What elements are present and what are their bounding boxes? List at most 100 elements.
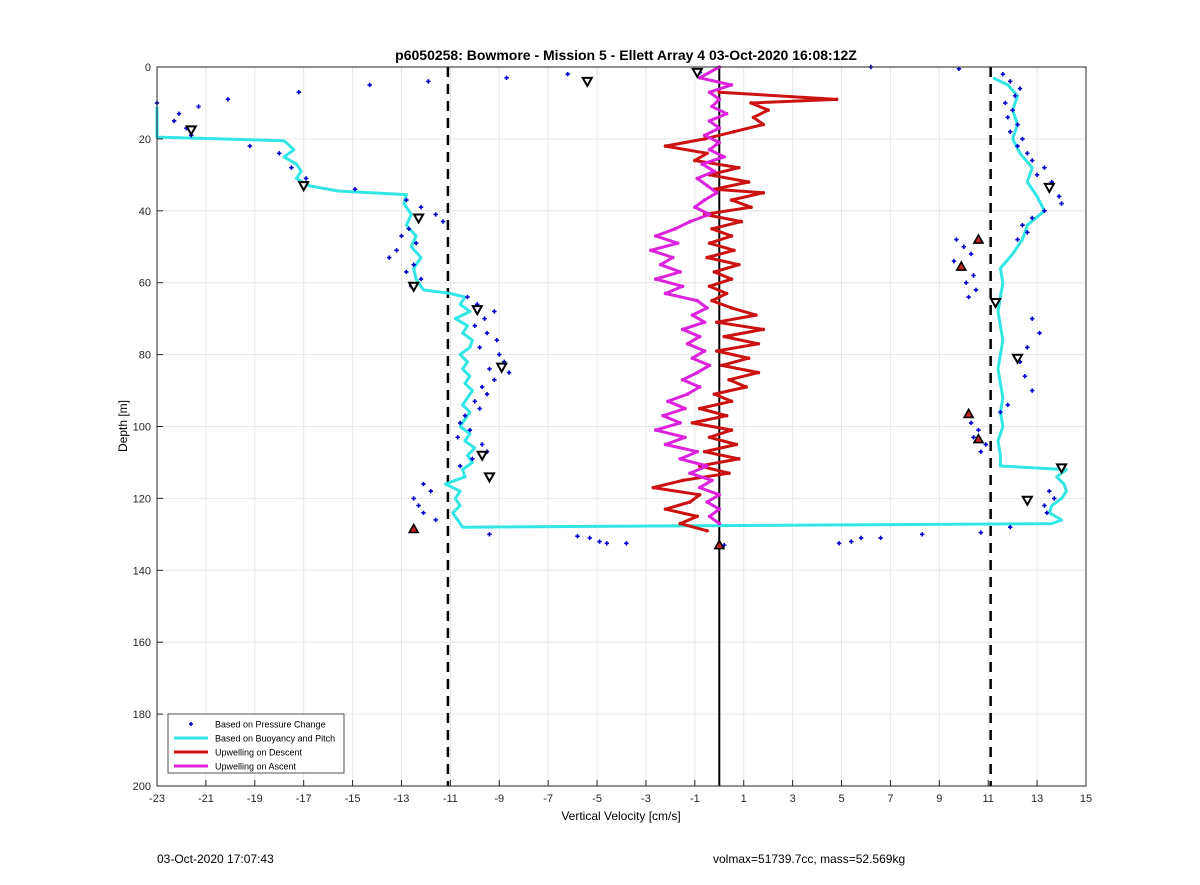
pressure-change-point <box>978 530 984 535</box>
pressure-change-point <box>998 409 1003 415</box>
series-vertex <box>663 442 668 447</box>
pressure-change-point <box>976 427 981 433</box>
series-vertex <box>663 144 668 148</box>
series-vertex <box>715 191 719 195</box>
pressure-change-point <box>1003 100 1008 106</box>
y-tick-label: 200 <box>133 781 151 793</box>
series-vertex <box>749 101 753 105</box>
pressure-change-point <box>1059 201 1064 206</box>
series-vertex <box>712 270 717 274</box>
pressure-change-point <box>465 294 470 300</box>
legend-label: Based on Buoyancy and Pitch <box>215 734 335 744</box>
pressure-change-point <box>587 535 592 541</box>
pressure-change-point <box>575 533 580 539</box>
pressure-change-point <box>1044 510 1050 515</box>
x-tick-label: -15 <box>345 793 361 805</box>
legend-label: Upwelling on Descent <box>215 748 303 758</box>
pressure-change-point <box>1034 172 1040 178</box>
pressure-change-point <box>196 104 201 109</box>
series-vertex <box>678 521 682 526</box>
series-vertex <box>685 342 690 346</box>
series-vertex <box>700 162 704 166</box>
descent-marker <box>185 125 198 137</box>
pressure-change-point <box>457 463 463 469</box>
pressure-change-point <box>171 118 177 124</box>
x-tick-label: -1 <box>690 793 700 805</box>
series-vertex <box>678 270 682 274</box>
pressure-change-point <box>1025 345 1030 350</box>
series-vertex <box>729 428 734 432</box>
y-tick-label: 60 <box>139 278 151 290</box>
descent-marker <box>483 472 496 484</box>
x-tick-label: -19 <box>247 793 263 805</box>
series-vertex <box>673 226 678 231</box>
series-vertex <box>729 83 734 87</box>
pressure-change-point <box>418 276 424 282</box>
series-vertex <box>697 485 702 490</box>
ascent-marker <box>972 233 985 244</box>
series-vertex <box>675 241 680 245</box>
pressure-change-point <box>1037 330 1042 336</box>
series-vertex <box>683 435 687 440</box>
x-tick-label: 5 <box>838 793 844 805</box>
pressure-change-point <box>457 420 463 426</box>
ascent-marker <box>962 407 975 419</box>
series-vertex <box>707 241 712 245</box>
pressure-change-point <box>479 384 485 390</box>
series-vertex <box>678 457 682 461</box>
pressure-change-point <box>1030 388 1035 393</box>
x-tick-label: 1 <box>741 793 747 805</box>
pressure-change-point <box>484 330 490 336</box>
series-vertex <box>710 478 714 483</box>
pressure-change-point <box>968 420 974 426</box>
pressure-change-point <box>411 496 416 501</box>
pressure-change-point <box>406 226 412 231</box>
series-vertex <box>702 449 707 454</box>
pressure-change-point <box>1025 230 1030 235</box>
series-vertex <box>712 392 717 396</box>
pressure-change-point <box>404 269 409 275</box>
series-vertex <box>695 176 700 181</box>
series-vertex <box>671 255 675 260</box>
pressure-change-point <box>968 251 974 257</box>
x-tick-label: -23 <box>149 793 165 805</box>
x-tick-label: 11 <box>982 793 993 805</box>
series-vertex <box>724 291 729 296</box>
y-tick-label: 40 <box>139 206 151 218</box>
series-vertex <box>683 406 687 411</box>
pressure-change-point <box>971 435 976 440</box>
pressure-change-point <box>487 366 492 372</box>
x-ticks: -23 -21 -19 -17 -15 -13 -11 -9 -7 -5 -3 -1 1 3 5 7 9 11 13… <box>149 780 1092 805</box>
pressure-change-point <box>964 280 969 285</box>
series-vertex <box>724 111 729 116</box>
pressure-change-point <box>433 517 438 523</box>
pressure-change-point <box>1008 524 1013 530</box>
series-vertex <box>685 392 690 396</box>
series-vertex <box>705 528 709 533</box>
series-vertex <box>653 277 658 281</box>
series-vertex <box>705 151 709 156</box>
series-vertex <box>690 313 695 317</box>
pressure-change-point <box>954 237 959 242</box>
series-vertex <box>746 356 751 360</box>
pressure-change-point <box>1042 208 1047 213</box>
pressure-change-point <box>1015 122 1020 127</box>
chart-title: p6050258: Bowmore - Mission 5 - Ellett A… <box>395 47 857 63</box>
pressure-change-point <box>484 391 490 397</box>
series-vertex <box>707 435 712 440</box>
pressure-change-point <box>624 541 629 546</box>
series-vertex <box>756 370 761 375</box>
x-tick-label: -11 <box>443 793 458 805</box>
pressure-change-point <box>1000 71 1006 77</box>
series-vertex <box>680 478 685 483</box>
ascent-marker <box>407 522 420 534</box>
pressure-change-point <box>440 219 446 224</box>
series-vertex <box>653 428 658 432</box>
pressure-change-point <box>411 262 416 267</box>
pressure-change-point <box>983 442 988 447</box>
series-vertex <box>678 421 682 425</box>
series-vertex <box>761 191 766 195</box>
series-vertex <box>729 234 734 238</box>
series-vertex <box>707 514 712 519</box>
pressure-change-point <box>477 345 482 350</box>
